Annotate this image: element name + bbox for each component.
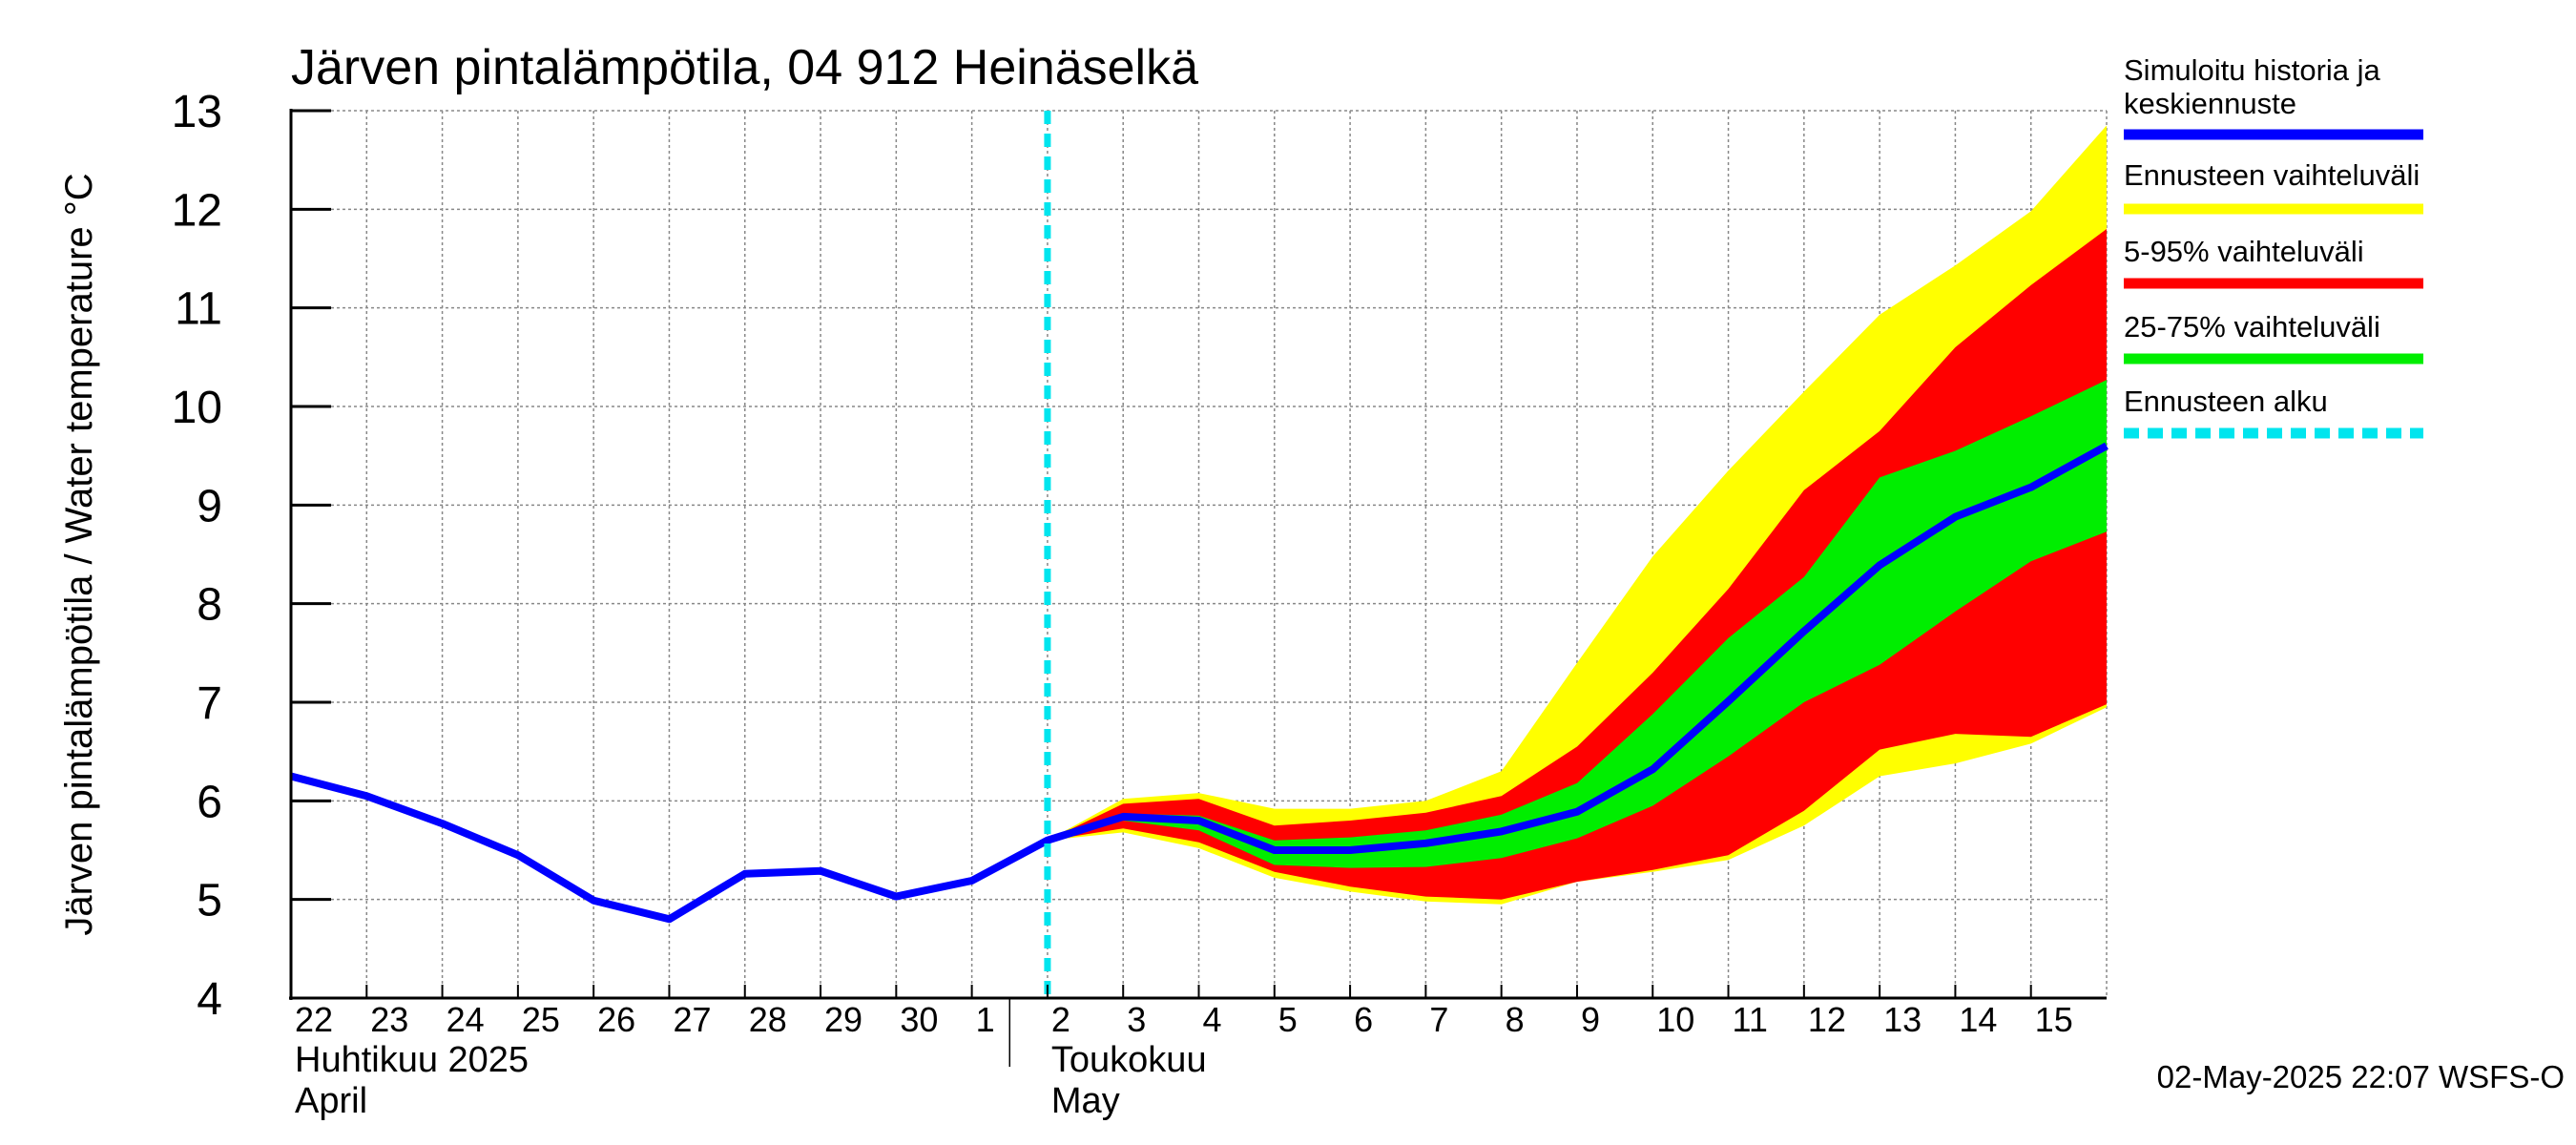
- x-tick-label: 2: [1051, 1000, 1070, 1039]
- legend-label: keskiennuste: [2124, 87, 2296, 120]
- legend-label: Ennusteen alku: [2124, 385, 2328, 418]
- y-tick-label: 6: [197, 777, 222, 827]
- x-tick-label: 7: [1429, 1000, 1448, 1039]
- x-tick-label: 15: [2035, 1000, 2073, 1039]
- x-tick-label: 11: [1733, 1000, 1768, 1039]
- x-tick-label: 23: [370, 1000, 408, 1039]
- x-tick-label: 27: [673, 1000, 711, 1039]
- y-tick-label: 4: [197, 974, 222, 1025]
- y-tick-label: 8: [197, 580, 222, 631]
- x-tick-label: 28: [749, 1000, 787, 1039]
- month-label-fi: Toukokuu: [1051, 1040, 1207, 1080]
- timestamp: 02-May-2025 22:07 WSFS-O: [2157, 1059, 2565, 1094]
- y-tick-label: 5: [197, 876, 222, 926]
- y-tick-label: 11: [175, 284, 222, 335]
- x-tick-label: 5: [1278, 1000, 1298, 1039]
- x-tick-label: 25: [522, 1000, 560, 1039]
- y-tick-label: 13: [172, 87, 222, 137]
- forecast-bands: [1047, 125, 2107, 905]
- series-line-mean: [289, 442, 2109, 924]
- x-tick-label: 6: [1354, 1000, 1373, 1039]
- x-tick-label: 12: [1808, 1000, 1846, 1039]
- x-tick-label: 1: [976, 1000, 995, 1039]
- y-tick-label: 7: [197, 678, 222, 729]
- x-tick-label: 24: [447, 1000, 485, 1039]
- month-label-en: April: [295, 1081, 367, 1121]
- chart-title: Järven pintalämpötila, 04 912 Heinäselkä: [291, 40, 1198, 95]
- y-tick-label: 10: [172, 383, 222, 433]
- x-tick-label: 3: [1127, 1000, 1146, 1039]
- y-axis-label: Järven pintalämpötila / Water temperatur…: [58, 173, 100, 935]
- x-tick-label: 10: [1656, 1000, 1694, 1039]
- x-tick-label: 29: [824, 1000, 862, 1039]
- legend-label: 25-75% vaihteluväli: [2124, 310, 2380, 344]
- series-lines: [289, 442, 2109, 924]
- legend-label: Simuloitu historia ja: [2124, 53, 2381, 87]
- x-tick-label: 22: [295, 1000, 333, 1039]
- x-tick-label: 30: [900, 1000, 938, 1039]
- x-tick-label: 8: [1506, 1000, 1525, 1039]
- x-tick-label: 13: [1883, 1000, 1922, 1039]
- x-tick-labels: 22 23 24 25 26 27 28 29 30 1 2 3 4 5 6 7 8 9 10 11 12 13 14 15: [295, 1000, 2073, 1039]
- month-label-fi: Huhtikuu 2025: [295, 1040, 529, 1080]
- legend-label: Ennusteen vaihteluväli: [2124, 158, 2420, 192]
- y-tick-label: 9: [197, 481, 222, 531]
- y-tick-label: 12: [172, 185, 222, 236]
- x-tick-label: 9: [1581, 1000, 1600, 1039]
- legend-label: 5-95% vaihteluväli: [2124, 235, 2364, 268]
- axes: [289, 109, 2107, 1067]
- y-tick-labels: 4 5 6 7 8 9 10 11 12 13: [172, 87, 222, 1025]
- x-tick-label: 26: [597, 1000, 635, 1039]
- x-tick-label: 4: [1203, 1000, 1222, 1039]
- month-label-en: May: [1051, 1081, 1120, 1121]
- band-5-95-vaihteluv-li: [1047, 229, 2107, 900]
- x-tick-label: 14: [1959, 1000, 1997, 1039]
